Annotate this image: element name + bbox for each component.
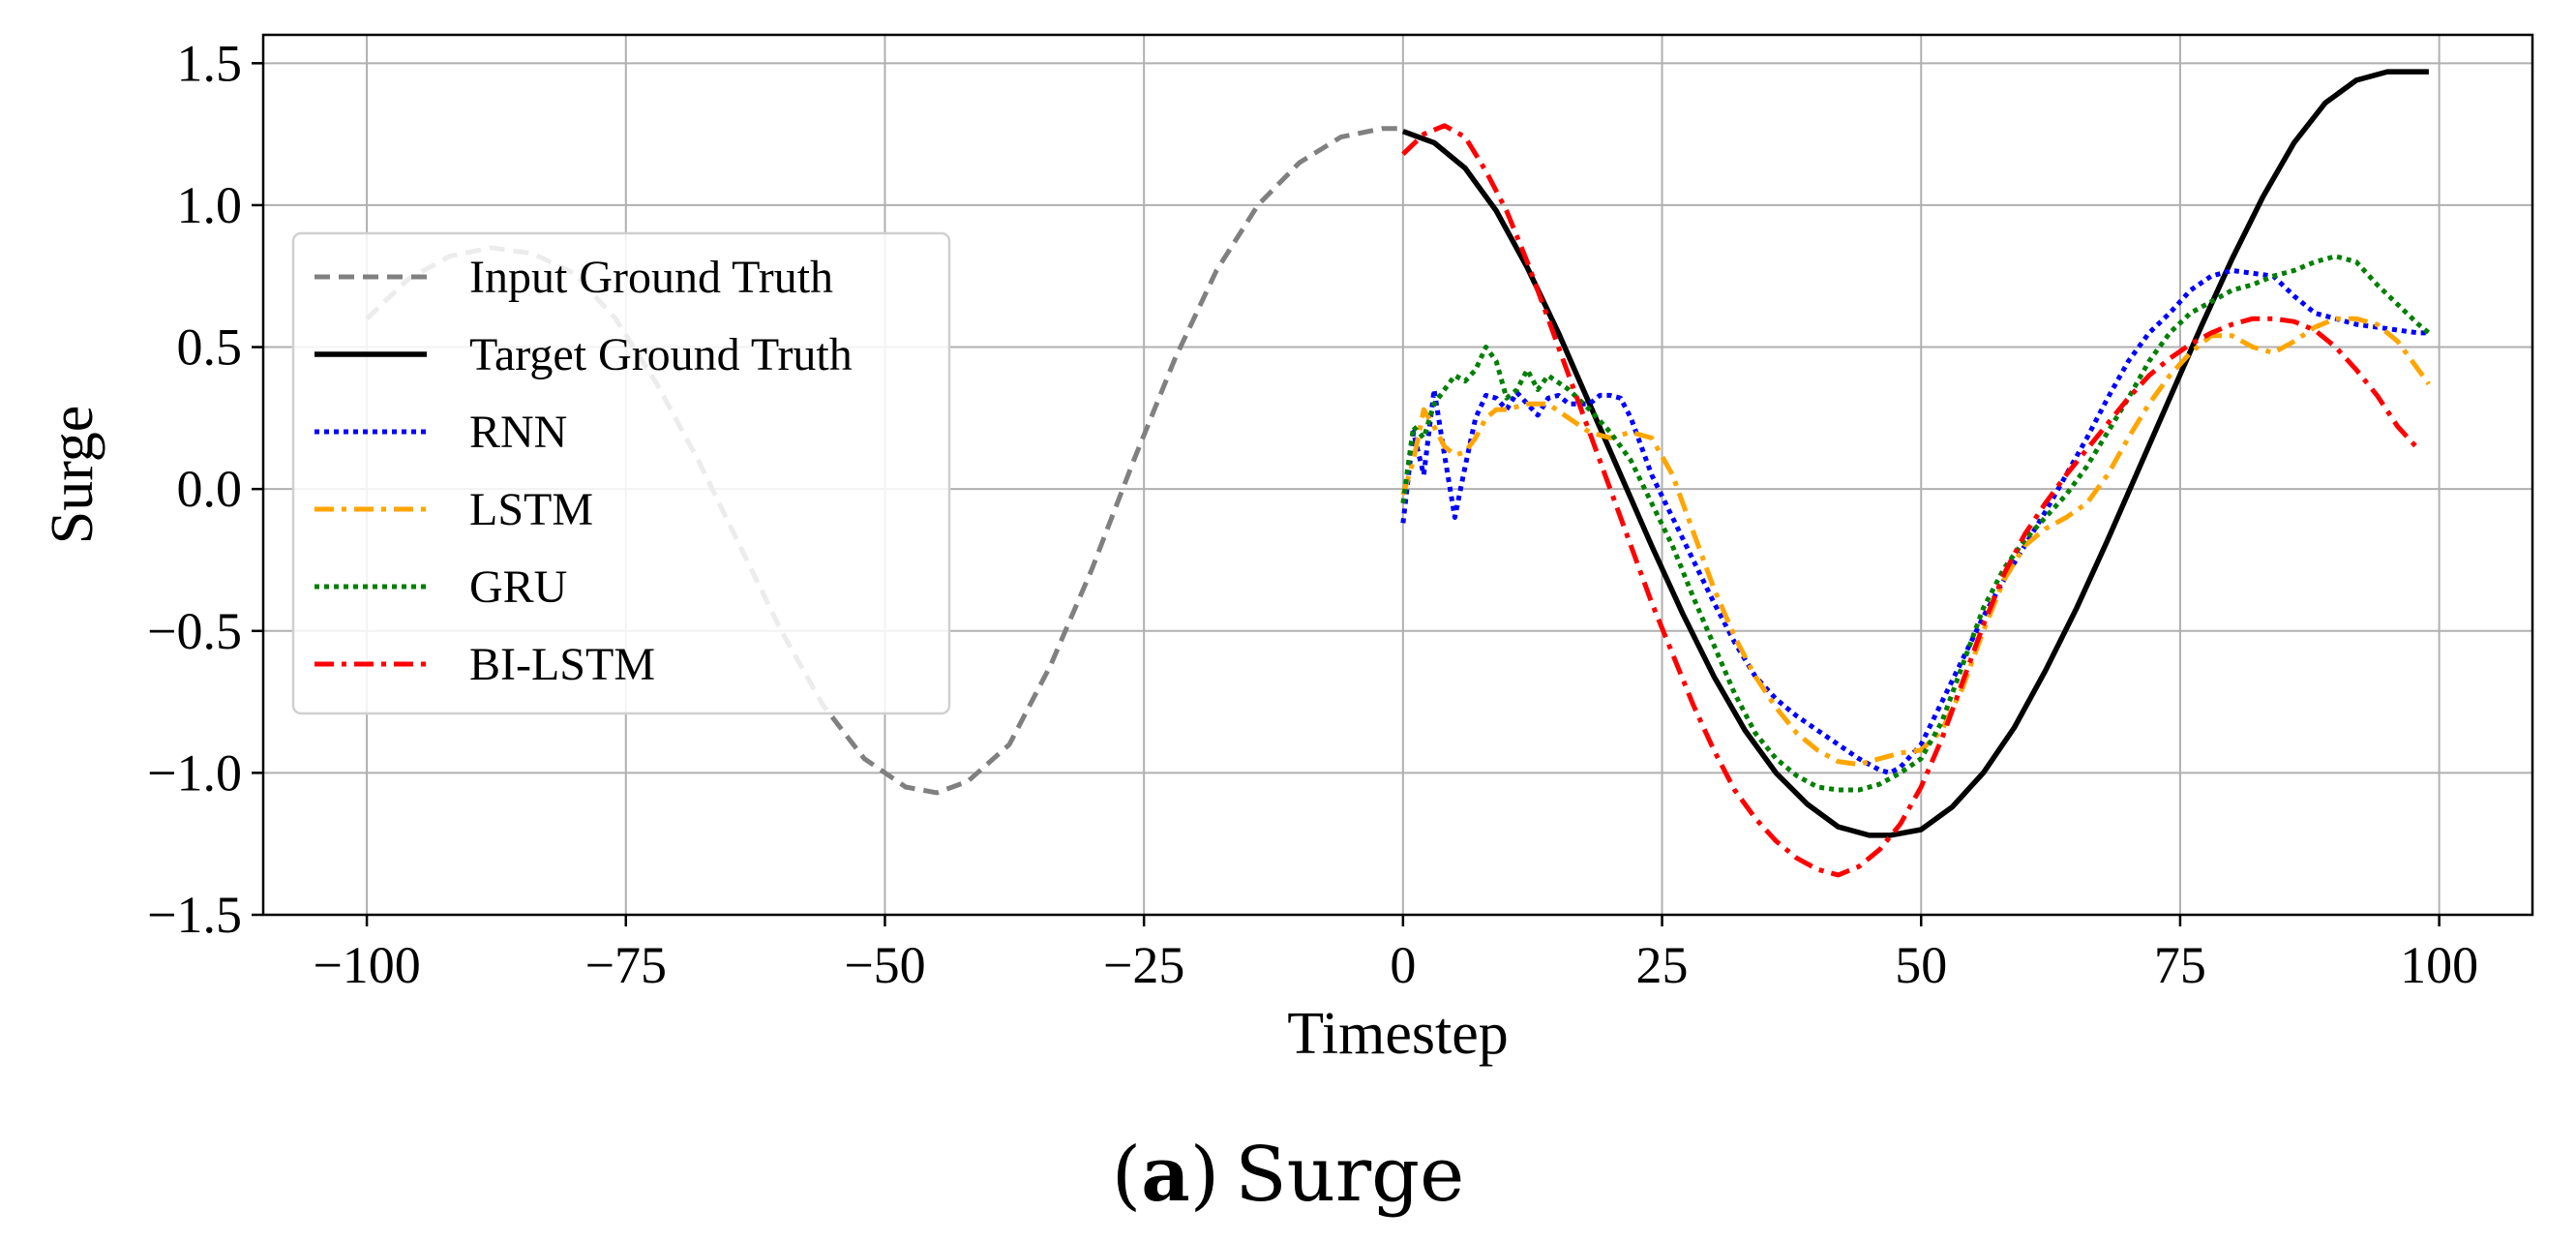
y-tick-label: 1.0 [177,176,243,234]
series-line-bi-lstm [1401,123,2421,878]
x-axis-label: Timestep [1287,1001,1509,1067]
y-tick-label: −1.5 [147,886,242,944]
x-tick-label: 0 [1390,936,1416,994]
y-tick-label: 0.5 [177,318,243,377]
caption-letter: a [1141,1131,1190,1219]
caption-title: Surge [1235,1132,1464,1219]
series-line-lstm [1400,316,2431,768]
legend-label: Input Ground Truth [469,252,833,303]
x-tick-label: 25 [1636,936,1689,994]
legend-label: RNN [469,407,567,458]
legend: Input Ground Truth Target Ground Truth RNN… [291,231,951,715]
y-axis-label: Surge [40,406,105,545]
legend-label: Target Ground Truth [469,329,853,380]
x-tick-label: −25 [1103,936,1184,994]
figure-caption: (a) Surge [1112,1131,1464,1219]
x-tick-label: 50 [1895,936,1947,994]
x-tick-label: −100 [313,936,420,994]
legend-label: GRU [469,561,567,613]
caption-paren-open: ( [1112,1132,1141,1219]
x-tick-label: 75 [2154,936,2206,994]
caption-paren-close: ) [1190,1132,1219,1219]
legend-box [291,231,951,715]
y-tick-label: 0.0 [177,460,243,518]
caption-text: (a) Surge [1112,1131,1464,1219]
x-axis: −100 −75 −50 −25 0 25 50 75 100 [313,915,2478,994]
series-line-target-ground-truth [1401,69,2429,838]
legend-label: BI-LSTM [469,639,655,690]
x-tick-label: 100 [2400,936,2478,994]
series-line-rnn [1400,267,2429,775]
y-axis: −1.5 −1.0 −0.5 0.0 0.5 1.0 1.5 [147,34,263,944]
y-tick-label: 1.5 [177,34,243,92]
series-line-gru [1400,254,2431,793]
legend-label: LSTM [469,484,593,535]
x-tick-label: −50 [844,936,925,994]
x-tick-label: −75 [585,936,667,994]
plot-frame [261,33,2534,917]
y-tick-label: −0.5 [147,602,242,660]
y-tick-label: −1.0 [147,743,242,802]
